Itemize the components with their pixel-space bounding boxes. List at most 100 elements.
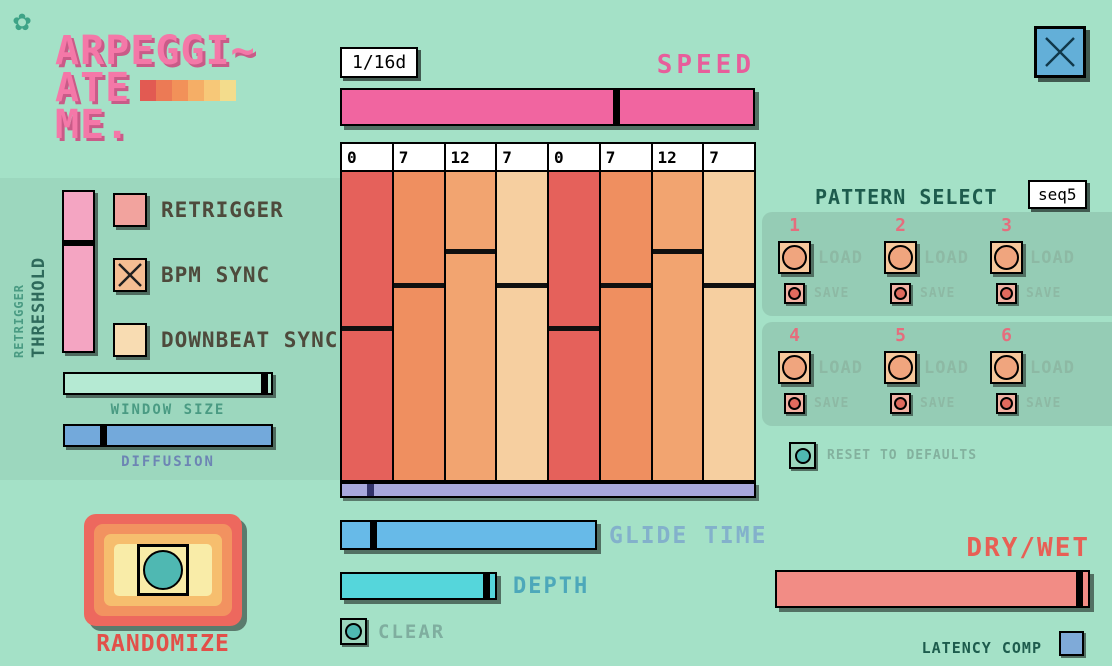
downbeat-sync-checkbox[interactable] xyxy=(113,323,147,357)
gradient-swatch xyxy=(140,80,157,101)
retrigger-row: RETRIGGER xyxy=(113,193,284,227)
reset-circle-icon xyxy=(794,447,811,464)
latency-comp-label: LATENCY COMP xyxy=(921,639,1042,657)
clear-button[interactable] xyxy=(340,618,367,645)
clear-label: CLEAR xyxy=(378,620,446,643)
step-value-1[interactable]: 0 xyxy=(340,142,394,170)
dry-wet-handle[interactable] xyxy=(1075,572,1083,606)
speed-slider[interactable] xyxy=(340,88,755,126)
pattern-number: 6 xyxy=(1001,325,1012,346)
glide-time-handle[interactable] xyxy=(369,522,377,548)
pattern-load-button-6[interactable] xyxy=(990,351,1023,384)
pattern-load-button-2[interactable] xyxy=(884,241,917,274)
depth-handle[interactable] xyxy=(482,574,490,598)
clear-circle-icon xyxy=(345,623,362,640)
randomize-ring-yellow xyxy=(104,534,222,606)
reset-to-defaults-button[interactable] xyxy=(789,442,816,469)
depth-label: DEPTH xyxy=(513,574,590,599)
dry-wet-slider[interactable] xyxy=(775,570,1090,608)
pattern-load-button-1[interactable] xyxy=(778,241,811,274)
pattern-load-button-3[interactable] xyxy=(990,241,1023,274)
pattern-save-button-1[interactable] xyxy=(784,283,805,304)
bpm-sync-row: BPM SYNC xyxy=(113,258,270,292)
step-slider-5[interactable] xyxy=(549,170,601,482)
step-slider-7[interactable] xyxy=(652,170,705,482)
pattern-number: 1 xyxy=(789,215,800,236)
window-size-slider[interactable] xyxy=(63,372,273,395)
pattern-number: 2 xyxy=(895,215,906,236)
latency-comp-checkbox[interactable] xyxy=(1059,631,1084,656)
step-value-7[interactable]: 12 xyxy=(652,142,705,170)
randomize-center-square xyxy=(137,544,189,596)
depth-slider[interactable] xyxy=(340,572,497,600)
close-button[interactable] xyxy=(1034,26,1086,78)
speed-slider-handle[interactable] xyxy=(613,90,621,124)
save-circle-icon xyxy=(788,397,801,410)
load-label: LOAD xyxy=(1030,247,1075,268)
pattern-save-button-4[interactable] xyxy=(784,393,805,414)
save-circle-icon xyxy=(788,287,801,300)
step-value-indicator xyxy=(445,249,496,254)
step-value-4[interactable]: 7 xyxy=(497,142,549,170)
pattern-slot-2: 2 LOAD SAVE xyxy=(884,215,990,316)
step-value-2[interactable]: 7 xyxy=(393,142,446,170)
step-value-indicator xyxy=(497,282,547,288)
step-value-indicator xyxy=(393,282,444,288)
bpm-sync-checkbox-label: BPM SYNC xyxy=(161,263,271,287)
diffusion-slider[interactable] xyxy=(63,424,273,447)
logo-line-2: ATE xyxy=(55,65,131,111)
gradient-swatch xyxy=(204,80,221,101)
pattern-save-button-6[interactable] xyxy=(996,393,1017,414)
save-label: SAVE xyxy=(814,286,850,301)
step-value-3[interactable]: 12 xyxy=(445,142,498,170)
step-value-6[interactable]: 7 xyxy=(600,142,653,170)
logo-line-3: ME. xyxy=(55,102,131,148)
current-sequence-box[interactable]: seq5 xyxy=(1028,180,1087,209)
step-value-5[interactable]: 0 xyxy=(549,142,601,170)
glide-time-slider[interactable] xyxy=(340,520,597,550)
retrigger-checkbox[interactable] xyxy=(113,193,147,227)
load-circle-icon xyxy=(888,355,913,380)
pattern-load-button-5[interactable] xyxy=(884,351,917,384)
pattern-number: 3 xyxy=(1001,215,1012,236)
load-circle-icon xyxy=(994,355,1019,380)
retrigger-threshold-label: RETRIGGER THRESHOLD xyxy=(12,190,49,358)
rate-value-box[interactable]: 1/16d xyxy=(340,47,419,78)
pattern-slot-4: 4 LOAD SAVE xyxy=(778,325,884,426)
save-label: SAVE xyxy=(814,396,850,411)
randomize-circle-icon xyxy=(143,550,183,590)
bpm-sync-checkbox[interactable] xyxy=(113,258,147,292)
logo-gradient xyxy=(140,80,237,101)
randomize-label: RANDOMIZE xyxy=(96,631,230,657)
save-label: SAVE xyxy=(1026,286,1062,301)
pattern-load-button-4[interactable] xyxy=(778,351,811,384)
check-x-icon xyxy=(118,263,142,287)
step-slider-3[interactable] xyxy=(445,170,498,482)
step-value-8[interactable]: 7 xyxy=(704,142,756,170)
step-value-indicator xyxy=(704,282,754,288)
pattern-save-button-3[interactable] xyxy=(996,283,1017,304)
downbeat-sync-row: DOWNBEAT SYNC xyxy=(113,323,338,357)
step-slider-2[interactable] xyxy=(393,170,446,482)
load-label: LOAD xyxy=(818,357,863,378)
save-label: SAVE xyxy=(920,396,956,411)
pattern-save-button-5[interactable] xyxy=(890,393,911,414)
save-label: SAVE xyxy=(1026,396,1062,411)
save-circle-icon xyxy=(1000,397,1013,410)
step-slider-6[interactable] xyxy=(600,170,653,482)
randomize-button[interactable] xyxy=(84,514,242,626)
window-size-label: WINDOW SIZE xyxy=(110,402,226,418)
diffusion-handle[interactable] xyxy=(100,426,108,445)
step-slider-8[interactable] xyxy=(704,170,756,482)
gradient-swatch xyxy=(156,80,173,101)
step-slider-1[interactable] xyxy=(340,170,394,482)
glide-time-label: GLIDE TIME xyxy=(609,523,768,549)
step-slider-4[interactable] xyxy=(497,170,549,482)
retrigger-threshold-slider[interactable] xyxy=(62,190,95,353)
flower-icon: ✿ xyxy=(13,3,32,38)
window-size-handle[interactable] xyxy=(260,374,268,393)
pattern-number: 5 xyxy=(895,325,906,346)
pattern-save-button-2[interactable] xyxy=(890,283,911,304)
retrigger-threshold-handle[interactable] xyxy=(64,239,93,246)
step-value-indicator xyxy=(549,326,599,331)
